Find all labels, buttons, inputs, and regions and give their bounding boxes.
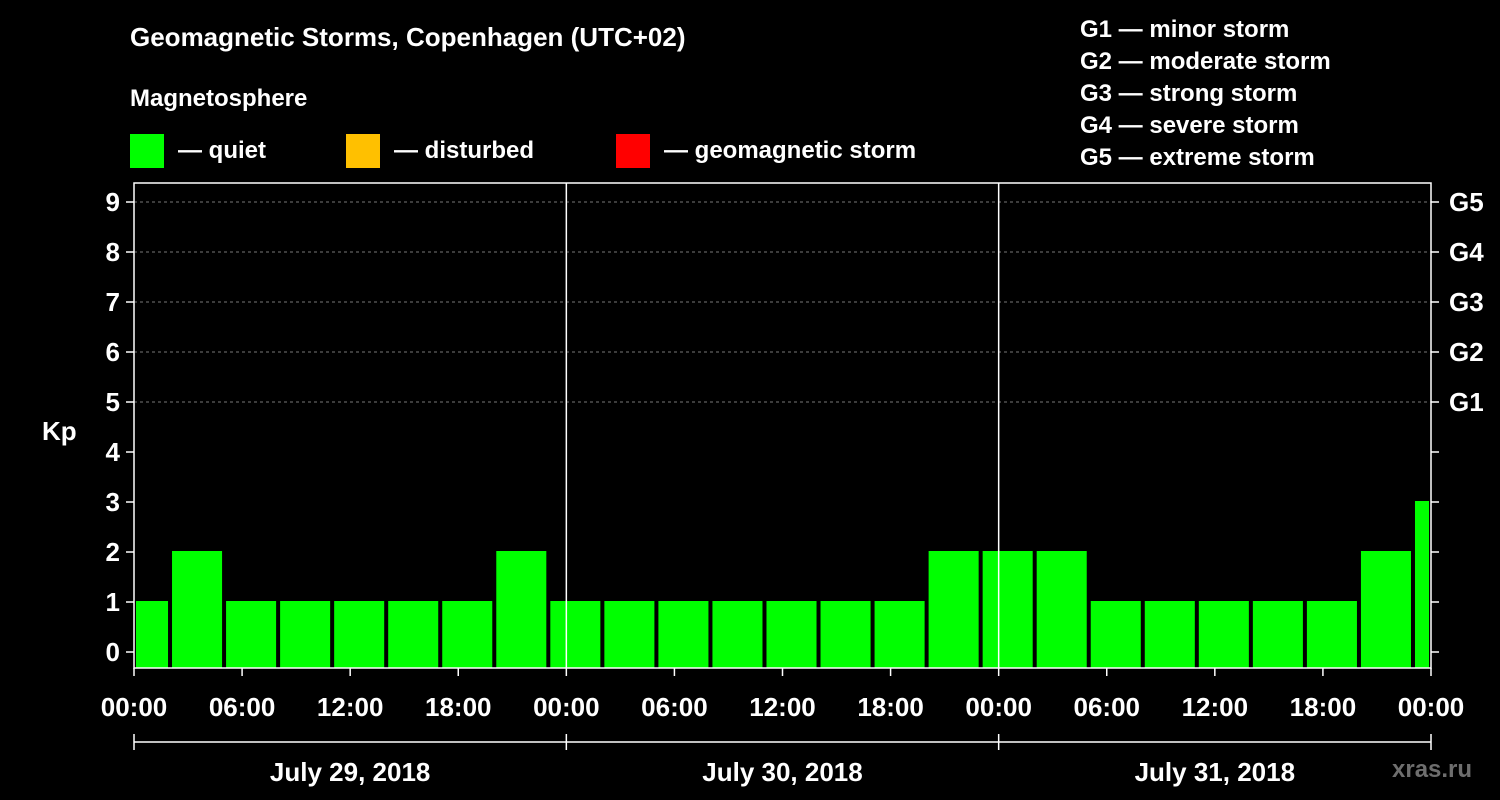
x-tick-label: 18:00 <box>1290 692 1357 722</box>
storm-scale-g4: G4 — severe storm <box>1080 112 1299 139</box>
y-tick-label: 7 <box>106 287 120 317</box>
y-tick-label: 2 <box>106 537 120 567</box>
kp-bar <box>712 601 763 668</box>
legend-swatch-storm <box>616 134 650 168</box>
kp-bar <box>658 601 709 668</box>
kp-bar <box>874 601 925 668</box>
x-tick-label: 12:00 <box>317 692 384 722</box>
kp-bar <box>982 551 1033 668</box>
kp-bar <box>1090 601 1141 668</box>
y-tick-label: 6 <box>106 337 120 367</box>
day-label: July 30, 2018 <box>702 757 862 787</box>
x-tick-label: 18:00 <box>857 692 924 722</box>
kp-bar <box>442 601 493 668</box>
x-tick-label: 12:00 <box>1182 692 1249 722</box>
kp-bar <box>604 601 655 668</box>
y-tick-label: 9 <box>106 187 120 217</box>
legend-swatch-quiet <box>130 134 164 168</box>
storm-scale-g2: G2 — moderate storm <box>1080 48 1331 75</box>
day-label: July 31, 2018 <box>1135 757 1295 787</box>
storm-level-label: G1 <box>1449 387 1484 417</box>
legend-label-storm: — geomagnetic storm <box>664 137 917 164</box>
legend-title: Magnetosphere <box>130 85 308 112</box>
y-tick-label: 0 <box>106 637 120 667</box>
storm-scale-g5: G5 — extreme storm <box>1080 144 1315 171</box>
kp-bar <box>1306 601 1357 668</box>
y-axis-label: Kp <box>42 416 77 446</box>
y-tick-label: 3 <box>106 487 120 517</box>
x-tick-label: 06:00 <box>209 692 276 722</box>
x-tick-label: 06:00 <box>1074 692 1141 722</box>
storm-level-label: G3 <box>1449 287 1484 317</box>
kp-bar <box>388 601 439 668</box>
x-tick-label: 18:00 <box>425 692 492 722</box>
legend-label-quiet: — quiet <box>178 137 266 164</box>
x-tick-label: 00:00 <box>965 692 1032 722</box>
storm-scale-g1: G1 — minor storm <box>1080 16 1290 43</box>
plot-frame <box>133 182 1432 669</box>
kp-bar <box>226 601 277 668</box>
kp-bar <box>334 601 385 668</box>
kp-bar <box>1036 551 1087 668</box>
storm-scale-g3: G3 — strong storm <box>1080 80 1298 107</box>
kp-bar <box>766 601 817 668</box>
storm-scale-legend: G1 — minor storm G2 — moderate storm G3 … <box>1080 14 1331 174</box>
legend-item-disturbed: — disturbed <box>346 134 534 168</box>
kp-bar <box>928 551 979 668</box>
y-tick-label: 5 <box>106 387 120 417</box>
kp-bar <box>496 551 547 668</box>
legend-item-storm: — geomagnetic storm <box>616 134 916 168</box>
kp-bar <box>1144 601 1195 668</box>
legend-swatch-disturbed <box>346 134 380 168</box>
chart-title: Geomagnetic Storms, Copenhagen (UTC+02) <box>130 22 686 52</box>
x-tick-label: 00:00 <box>533 692 600 722</box>
y-tick-label: 8 <box>106 237 120 267</box>
x-tick-label: 00:00 <box>101 692 168 722</box>
legend-label-disturbed: — disturbed <box>394 137 535 164</box>
y-tick-label: 4 <box>106 437 121 467</box>
x-tick-label: 06:00 <box>641 692 708 722</box>
storm-level-label: G4 <box>1449 237 1484 267</box>
storm-level-label: G5 <box>1449 187 1484 217</box>
day-label: July 29, 2018 <box>270 757 430 787</box>
kp-bar <box>1414 501 1429 668</box>
kp-bar <box>280 601 331 668</box>
watermark: xras.ru <box>1392 756 1473 783</box>
kp-bar <box>820 601 871 668</box>
kp-bar <box>550 601 601 668</box>
kp-bar <box>1360 551 1411 668</box>
y-tick-label: 1 <box>106 587 120 617</box>
kp-bar <box>1252 601 1303 668</box>
kp-bar <box>172 551 223 668</box>
x-tick-label: 12:00 <box>749 692 816 722</box>
legend-item-quiet: — quiet <box>130 134 266 168</box>
kp-bar <box>1198 601 1249 668</box>
storm-level-label: G2 <box>1449 337 1484 367</box>
kp-bar <box>136 601 169 668</box>
x-tick-label: 00:00 <box>1398 692 1465 722</box>
